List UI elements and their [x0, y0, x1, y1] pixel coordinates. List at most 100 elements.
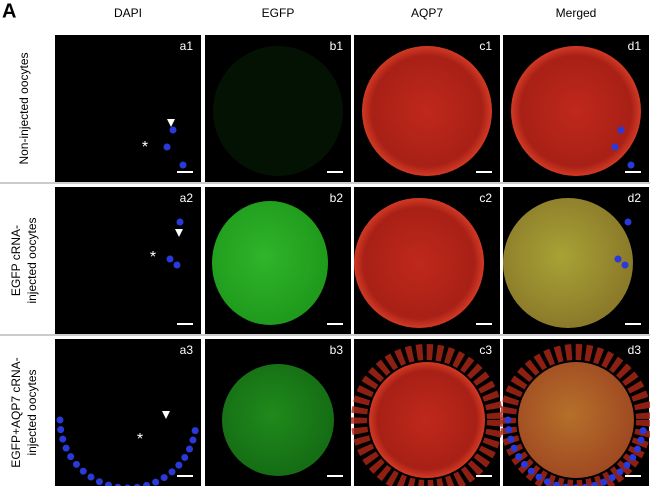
nucleus [623, 461, 631, 469]
nucleus [67, 453, 75, 461]
micrograph [205, 339, 351, 486]
nucleus [62, 444, 70, 452]
nucleus [175, 461, 183, 469]
nucleus [176, 218, 184, 226]
nucleus [57, 426, 65, 434]
nucleus [133, 483, 141, 486]
nucleus [79, 467, 87, 475]
micrograph [500, 339, 650, 486]
panel-label: d1 [628, 39, 642, 53]
nucleus [87, 473, 95, 481]
arrowhead [162, 411, 170, 419]
nucleus [627, 161, 635, 169]
micrograph [503, 35, 649, 182]
nucleus [505, 426, 513, 434]
micrograph [354, 35, 500, 182]
nucleus [624, 218, 632, 226]
column-header: AQP7 [411, 6, 443, 20]
nucleus [562, 483, 570, 486]
row-label: EGFP+AQP7 cRNA- [9, 357, 23, 467]
panel-label: a2 [180, 191, 194, 205]
micrograph [205, 187, 351, 334]
nucleus [56, 416, 64, 424]
nucleus [168, 468, 176, 476]
panel-label: c2 [479, 191, 492, 205]
nucleus [143, 481, 151, 486]
nucleus [163, 143, 171, 151]
nucleus [189, 436, 197, 444]
nucleus [72, 460, 80, 468]
panel-label: b3 [330, 343, 344, 357]
asterisk: * [137, 431, 143, 448]
oocyte [503, 198, 633, 328]
micrograph-background [55, 187, 201, 334]
micrograph [55, 187, 201, 334]
panel-label: c3 [479, 343, 492, 357]
nucleus [621, 261, 629, 269]
panel-label: b2 [330, 191, 344, 205]
panel-label: c1 [479, 39, 492, 53]
cumulus-ring [351, 344, 503, 486]
nucleus [637, 436, 645, 444]
nucleus [581, 483, 589, 486]
oocyte [518, 362, 634, 478]
arrowhead [175, 229, 183, 237]
row-label: Non-injected oocytes [17, 52, 31, 164]
column-header: Merged [556, 6, 597, 20]
row-label: injected oocytes [25, 369, 39, 455]
nucleus [59, 435, 67, 443]
micrograph [55, 339, 201, 486]
nucleus [166, 255, 174, 263]
nucleus [629, 453, 637, 461]
nucleus [160, 474, 168, 482]
nucleus [611, 143, 619, 151]
nucleus [191, 427, 199, 435]
nucleus [152, 478, 160, 486]
column-header: DAPI [114, 6, 142, 20]
panel-label: d3 [628, 343, 642, 357]
nucleus [179, 161, 187, 169]
panel-label: d2 [628, 191, 642, 205]
nucleus [114, 483, 122, 486]
micrograph [205, 35, 351, 182]
oocyte [362, 46, 492, 176]
oocyte [369, 362, 485, 478]
nucleus [633, 445, 641, 453]
nucleus [543, 478, 551, 486]
panel-label: a3 [180, 343, 194, 357]
panel-label: b1 [330, 39, 344, 53]
oocyte [213, 46, 343, 176]
oocyte [222, 364, 334, 476]
micrograph [55, 35, 201, 182]
nucleus [95, 478, 103, 486]
panel-label: a1 [180, 39, 194, 53]
nucleus [616, 468, 624, 476]
nucleus [104, 481, 112, 486]
panel-letter: A [2, 0, 16, 22]
micrograph-background [55, 339, 201, 486]
nucleus [504, 416, 512, 424]
nucleus [617, 126, 625, 134]
nucleus [535, 473, 543, 481]
oocyte [212, 201, 328, 325]
micrograph [354, 187, 500, 334]
nucleus [173, 261, 181, 269]
nucleus [608, 474, 616, 482]
asterisk: * [150, 249, 156, 266]
micrograph-background [55, 35, 201, 182]
nucleus [169, 126, 177, 134]
nucleus [527, 467, 535, 475]
nucleus [591, 481, 599, 486]
column-header: EGFP [262, 6, 295, 20]
row-label: injected oocytes [25, 217, 39, 303]
oocyte [354, 198, 484, 328]
nucleus [552, 481, 560, 486]
nucleus [520, 460, 528, 468]
asterisk: * [142, 139, 148, 156]
arrowhead [167, 119, 175, 127]
nucleus [507, 435, 515, 443]
row-label: EGFP cRNA- [9, 225, 23, 296]
nucleus [614, 255, 622, 263]
oocyte [511, 46, 641, 176]
